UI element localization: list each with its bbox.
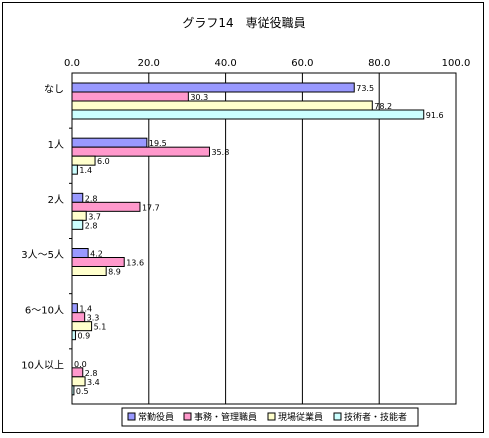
bar xyxy=(71,91,189,102)
data-label: 2.8 xyxy=(85,221,98,230)
data-label: 5.1 xyxy=(94,323,107,332)
bar xyxy=(71,385,75,396)
bar xyxy=(71,321,93,332)
data-label: 0.0 xyxy=(74,360,87,369)
data-label: 1.4 xyxy=(79,305,92,314)
data-label: 6.0 xyxy=(97,157,110,166)
bar xyxy=(71,257,125,267)
data-label: 3.4 xyxy=(87,378,100,387)
data-label: 91.6 xyxy=(426,111,444,120)
bar xyxy=(71,146,210,157)
y-axis-categories: なし 1人 2人 3人～5人 6～10人 10人以上 xyxy=(21,84,64,372)
bar xyxy=(71,82,355,93)
data-label: 78.2 xyxy=(374,102,392,111)
bar xyxy=(71,164,78,175)
data-label: 2.8 xyxy=(85,369,98,378)
bar xyxy=(71,100,373,111)
data-labels: 73.5 30.3 78.2 91.6 19.5 35.8 6.0 1.4 2.8 17.7 3.7… xyxy=(74,84,444,396)
legend-swatch xyxy=(183,412,192,421)
category-label: 3人～5人 xyxy=(21,249,64,261)
x-tick-label: 60.0 xyxy=(291,58,313,69)
data-label: 30.3 xyxy=(190,93,208,102)
bar xyxy=(71,376,86,387)
x-axis-ticks: 0.0 20.0 40.0 60.0 80.0 100.0 xyxy=(64,58,470,69)
data-label: 3.3 xyxy=(87,314,100,323)
bars xyxy=(71,82,425,396)
legend-swatch xyxy=(127,412,136,421)
data-label: 0.5 xyxy=(76,387,89,396)
bar xyxy=(71,137,148,148)
legend-label: 技術者・技能者 xyxy=(344,411,407,423)
bar xyxy=(71,210,87,221)
x-tick-label: 0.0 xyxy=(64,58,80,69)
category-label: 2人 xyxy=(48,194,64,206)
bar xyxy=(71,219,84,230)
x-tick-label: 20.0 xyxy=(138,58,160,69)
gridlines xyxy=(69,72,457,405)
x-tick-label: 40.0 xyxy=(214,58,236,69)
data-label: 17.7 xyxy=(142,203,160,212)
data-label: 3.7 xyxy=(88,212,101,221)
bar xyxy=(71,330,76,341)
data-label: 2.8 xyxy=(85,194,98,203)
x-tick-label: 100.0 xyxy=(442,58,471,69)
data-label: 1.4 xyxy=(79,166,92,175)
data-label: 4.2 xyxy=(90,250,103,259)
category-label: なし xyxy=(44,84,64,96)
bar xyxy=(71,367,84,378)
bar xyxy=(71,248,89,258)
category-label: 6～10人 xyxy=(25,304,64,316)
legend-swatch xyxy=(333,412,342,421)
data-label: 8.9 xyxy=(108,268,121,277)
data-label: 19.5 xyxy=(149,139,167,148)
legend: 常勤役員 事務・管理職員 現場従業員 技術者・技能者 xyxy=(121,407,419,427)
bar xyxy=(71,312,86,323)
bar xyxy=(71,155,96,166)
data-label: 73.5 xyxy=(356,84,374,93)
category-label: 1人 xyxy=(48,139,64,151)
category-label: 10人以上 xyxy=(21,359,64,371)
bar xyxy=(71,192,84,203)
bar xyxy=(71,266,107,276)
bar xyxy=(71,109,425,120)
legend-label: 常勤役員 xyxy=(138,411,174,423)
chart-title: グラフ14 専従役職員 xyxy=(182,15,305,30)
data-label: 13.6 xyxy=(126,259,144,268)
bar xyxy=(71,303,78,314)
data-label: 35.8 xyxy=(211,148,229,157)
plot-area xyxy=(71,72,457,405)
x-tick-label: 80.0 xyxy=(368,58,390,69)
bar xyxy=(71,201,141,212)
legend-label: 現場従業員 xyxy=(278,411,323,423)
legend-swatch xyxy=(267,412,276,421)
data-label: 0.9 xyxy=(77,332,90,341)
legend-label: 事務・管理職員 xyxy=(194,411,257,423)
